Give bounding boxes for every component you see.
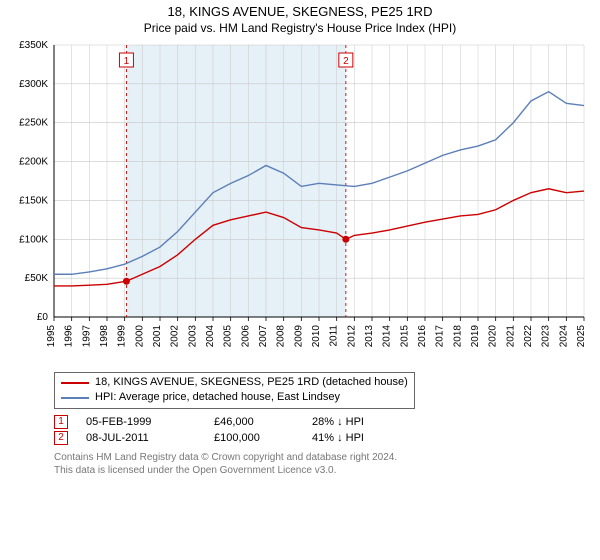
svg-text:2024: 2024	[558, 325, 569, 348]
svg-text:£250K: £250K	[19, 118, 48, 129]
transaction-delta: 28% ↓ HPI	[312, 416, 364, 428]
footer-note: Contains HM Land Registry data © Crown c…	[54, 451, 584, 477]
page-subtitle: Price paid vs. HM Land Registry's House …	[8, 21, 592, 35]
svg-text:£350K: £350K	[19, 41, 48, 51]
svg-text:2000: 2000	[134, 325, 145, 348]
svg-text:2007: 2007	[258, 325, 269, 348]
svg-text:2016: 2016	[417, 325, 428, 348]
svg-text:2010: 2010	[311, 325, 322, 348]
svg-text:2006: 2006	[240, 325, 251, 348]
price-chart: £0 £50K £100K £150K £200K £250K £300K £350K 1995…	[8, 41, 592, 361]
svg-text:1: 1	[124, 56, 130, 67]
transaction-row: 1 05-FEB-1999 £46,000 28% ↓ HPI	[54, 415, 584, 429]
svg-text:2025: 2025	[576, 325, 587, 348]
svg-text:2004: 2004	[205, 325, 216, 348]
svg-text:£50K: £50K	[25, 273, 49, 284]
chart-legend: 18, KINGS AVENUE, SKEGNESS, PE25 1RD (de…	[54, 372, 415, 409]
transaction-badge: 1	[54, 415, 68, 429]
svg-text:1999: 1999	[117, 325, 128, 348]
svg-text:£100K: £100K	[19, 234, 48, 245]
svg-text:£300K: £300K	[19, 79, 48, 90]
svg-text:2: 2	[343, 56, 349, 67]
svg-text:2015: 2015	[399, 325, 410, 348]
svg-text:£0: £0	[37, 312, 49, 323]
page-title: 18, KINGS AVENUE, SKEGNESS, PE25 1RD	[8, 4, 592, 19]
footer-line-2: This data is licensed under the Open Gov…	[54, 464, 584, 477]
svg-text:1995: 1995	[46, 325, 57, 348]
transaction-list: 1 05-FEB-1999 £46,000 28% ↓ HPI 2 08-JUL-2011…	[8, 413, 592, 445]
transaction-delta: 41% ↓ HPI	[312, 432, 364, 444]
svg-text:1997: 1997	[81, 325, 92, 348]
svg-text:2020: 2020	[488, 325, 499, 348]
svg-text:1998: 1998	[99, 325, 110, 348]
svg-text:2003: 2003	[187, 325, 198, 348]
footer-line-1: Contains HM Land Registry data © Crown c…	[54, 451, 584, 464]
legend-swatch	[61, 397, 89, 399]
svg-text:2014: 2014	[382, 325, 393, 348]
legend-item: 18, KINGS AVENUE, SKEGNESS, PE25 1RD (de…	[61, 375, 408, 390]
svg-text:2013: 2013	[364, 325, 375, 348]
svg-text:2022: 2022	[523, 325, 534, 348]
transaction-badge: 2	[54, 431, 68, 445]
transaction-price: £46,000	[214, 416, 294, 428]
svg-text:2023: 2023	[541, 325, 552, 348]
svg-text:2005: 2005	[223, 325, 234, 348]
chart-container: £0 £50K £100K £150K £200K £250K £300K £350K 1995…	[8, 41, 592, 366]
transaction-date: 08-JUL-2011	[86, 432, 196, 444]
transaction-row: 2 08-JUL-2011 £100,000 41% ↓ HPI	[54, 431, 584, 445]
legend-label: 18, KINGS AVENUE, SKEGNESS, PE25 1RD (de…	[95, 375, 408, 390]
svg-text:2018: 2018	[452, 325, 463, 348]
svg-text:2017: 2017	[435, 325, 446, 348]
svg-text:2002: 2002	[170, 325, 181, 348]
transaction-date: 05-FEB-1999	[86, 416, 196, 428]
svg-text:2019: 2019	[470, 325, 481, 348]
svg-text:£200K: £200K	[19, 157, 48, 168]
svg-text:2011: 2011	[329, 325, 340, 347]
page: 18, KINGS AVENUE, SKEGNESS, PE25 1RD Pri…	[0, 0, 600, 560]
svg-text:1996: 1996	[64, 325, 75, 348]
svg-text:2001: 2001	[152, 325, 163, 348]
legend-item: HPI: Average price, detached house, East…	[61, 390, 408, 405]
legend-swatch	[61, 382, 89, 384]
svg-text:2012: 2012	[346, 325, 357, 348]
legend-label: HPI: Average price, detached house, East…	[95, 390, 340, 405]
transaction-price: £100,000	[214, 432, 294, 444]
svg-text:£150K: £150K	[19, 195, 48, 206]
svg-text:2008: 2008	[276, 325, 287, 348]
svg-text:2021: 2021	[505, 325, 516, 348]
svg-text:2009: 2009	[293, 325, 304, 348]
